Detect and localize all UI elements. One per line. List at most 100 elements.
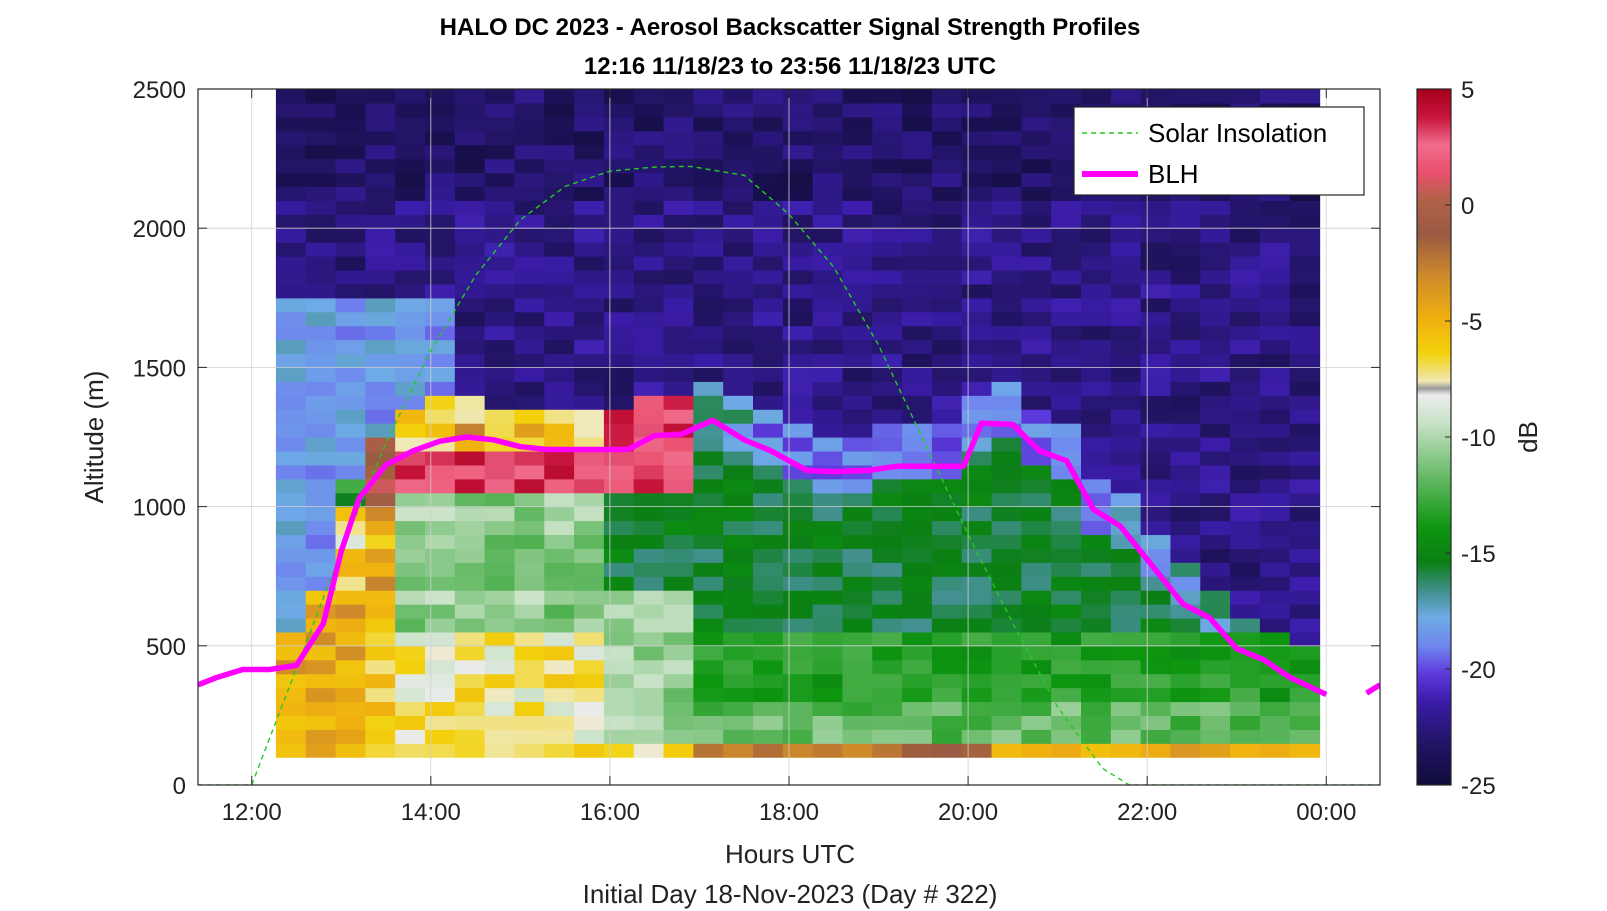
- heatmap-cell: [425, 701, 456, 716]
- heatmap-cell: [1021, 130, 1052, 146]
- heatmap-cell: [842, 172, 873, 188]
- heatmap-cell: [961, 339, 993, 355]
- heatmap-cell: [365, 242, 396, 257]
- heatmap-cell: [1170, 464, 1201, 480]
- heatmap-cell: [574, 520, 605, 536]
- heatmap-cell: [484, 562, 516, 577]
- heatmap-cell: [305, 367, 337, 382]
- heatmap-cell: [1289, 548, 1321, 563]
- heatmap-cell: [603, 311, 635, 327]
- heatmap-cell: [753, 158, 784, 174]
- heatmap-cell: [603, 687, 635, 703]
- heatmap-cell: [991, 158, 1022, 174]
- heatmap-cell: [365, 645, 396, 661]
- heatmap-cell: [365, 520, 396, 536]
- heatmap-cell: [842, 743, 873, 758]
- heatmap-cell: [842, 534, 873, 549]
- heatmap-cell: [961, 353, 993, 368]
- heatmap-cell: [633, 102, 665, 118]
- heatmap-cell: [1289, 715, 1321, 730]
- heatmap-cell: [872, 576, 903, 591]
- heatmap-cell: [395, 409, 426, 424]
- solar-insolation-line: [198, 165, 1380, 785]
- heatmap-cell: [454, 729, 486, 744]
- heatmap-cell: [544, 478, 575, 494]
- heatmap-cell: [902, 102, 933, 118]
- heatmap-cell: [842, 228, 873, 243]
- heatmap-cell: [275, 520, 307, 536]
- heatmap-cell: [1051, 367, 1082, 382]
- heatmap-cell: [1110, 325, 1142, 341]
- heatmap-cell: [425, 534, 456, 549]
- heatmap-cell: [1289, 478, 1321, 494]
- heatmap-cell: [663, 729, 694, 744]
- heatmap-cell: [395, 172, 426, 188]
- heatmap-cell: [753, 116, 784, 132]
- heatmap-cell: [305, 256, 337, 271]
- heatmap-cell: [335, 311, 366, 327]
- heatmap-cell: [753, 506, 784, 522]
- heatmap-cell: [454, 645, 486, 661]
- heatmap-cell: [1110, 395, 1142, 410]
- heatmap-cell: [842, 89, 873, 104]
- heatmap-cell: [1021, 464, 1052, 480]
- heatmap-cell: [723, 158, 754, 174]
- heatmap-cell: [723, 89, 754, 104]
- heatmap-cell: [1289, 729, 1321, 744]
- heatmap-cell: [1081, 242, 1112, 257]
- heatmap-cell: [1259, 395, 1291, 410]
- heatmap-cell: [365, 617, 396, 633]
- heatmap-cell: [1170, 631, 1201, 647]
- heatmap-cell: [693, 116, 724, 132]
- heatmap-cell: [663, 673, 694, 689]
- heatmap-cell: [723, 478, 754, 494]
- heatmap-cell: [812, 256, 844, 271]
- heatmap-cell: [305, 520, 337, 536]
- heatmap-cell: [395, 116, 426, 132]
- heatmap-cell: [842, 200, 873, 215]
- heatmap-cell: [603, 395, 635, 410]
- heatmap-cell: [782, 186, 814, 201]
- heatmap-cell: [1200, 395, 1231, 410]
- heatmap-cell: [1081, 367, 1112, 382]
- heatmap-cell: [1170, 743, 1201, 758]
- heatmap-cell: [1140, 534, 1172, 549]
- heatmap-cell: [1230, 283, 1261, 299]
- heatmap-cell: [544, 687, 575, 703]
- heatmap-cell: [931, 590, 963, 605]
- heatmap-cell: [425, 423, 456, 438]
- heatmap-cell: [633, 604, 665, 619]
- heatmap-cell: [514, 590, 545, 605]
- heatmap-cell: [365, 367, 396, 382]
- heatmap-cell: [872, 116, 903, 132]
- heatmap-cell: [1230, 311, 1261, 327]
- heatmap-cell: [1140, 520, 1172, 536]
- heatmap-cell: [1081, 562, 1112, 577]
- heatmap-cell: [753, 631, 784, 647]
- heatmap-cell: [395, 464, 426, 480]
- heatmap-cell: [633, 283, 665, 299]
- heatmap-cell: [1170, 283, 1201, 299]
- heatmap-cell: [1230, 200, 1261, 215]
- heatmap-cell: [931, 520, 963, 536]
- heatmap-cell: [902, 673, 933, 689]
- heatmap-cell: [275, 687, 307, 703]
- heatmap-cell: [305, 645, 337, 661]
- heatmap-cell: [872, 701, 903, 716]
- heatmap-cell: [395, 492, 426, 508]
- heatmap-cell: [902, 339, 933, 355]
- heatmap-cell: [693, 283, 724, 299]
- heatmap-cell: [902, 645, 933, 661]
- heatmap-cell: [753, 604, 784, 619]
- heatmap-cell: [454, 256, 486, 271]
- heatmap-cell: [484, 353, 516, 368]
- heatmap-cell: [842, 729, 873, 744]
- heatmap-cell: [1051, 645, 1082, 661]
- heatmap-cell: [1200, 687, 1231, 703]
- heatmap-cell: [574, 102, 605, 118]
- heatmap-cell: [514, 116, 545, 132]
- heatmap-cell: [603, 200, 635, 215]
- heatmap-cell: [1110, 645, 1142, 661]
- heatmap-cell: [782, 687, 814, 703]
- heatmap-cell: [305, 534, 337, 549]
